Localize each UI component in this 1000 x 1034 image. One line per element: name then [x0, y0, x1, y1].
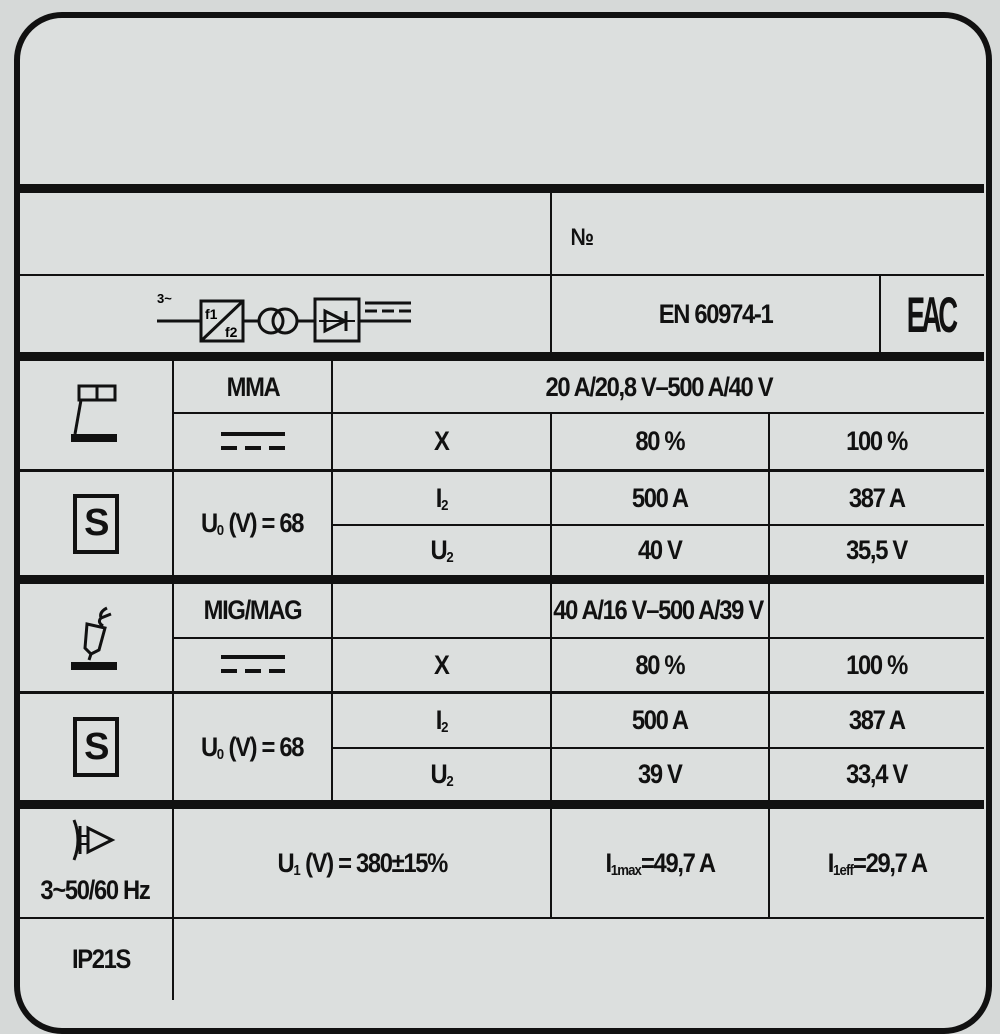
rating-plate: [14, 12, 992, 1034]
supply-frequency: 3~50/60 Hz: [40, 874, 150, 905]
mig-duty-2: 100 %: [846, 649, 909, 680]
protection-rating: IP21S: [71, 944, 131, 974]
inverter-diagram-icon: 3~ f1 f2: [155, 287, 415, 347]
divider: [172, 361, 174, 1000]
divider: [768, 414, 770, 800]
mma-duty-2: 100 %: [846, 426, 909, 456]
mig-voltage-1: 39 V: [638, 759, 683, 789]
divider: [18, 575, 984, 584]
eac-mark: EAC: [906, 286, 958, 343]
svg-text:f1: f1: [205, 306, 218, 322]
mig-range: 40 A/16 V–500 A/39 V: [553, 595, 765, 625]
dc-current-icon: [174, 639, 331, 691]
serial-number-label: №: [570, 223, 595, 251]
divider: [550, 809, 552, 917]
divider: [550, 193, 552, 352]
svg-text:3~: 3~: [157, 291, 172, 306]
dc-current-icon: [174, 414, 331, 469]
divider: [332, 524, 984, 526]
divider: [18, 184, 984, 193]
mig-voltage-2: 33,4 V: [846, 759, 909, 789]
divider: [331, 361, 333, 800]
mma-duty-1: 80 %: [635, 426, 686, 456]
mma-range: 20 A/20,8 V–500 A/40 V: [545, 371, 773, 402]
divider: [879, 276, 881, 352]
divider: [18, 469, 984, 472]
mma-current-1: 500 A: [632, 482, 689, 513]
mma-voltage-1: 40 V: [638, 535, 683, 565]
mma-voltage-label: U2: [430, 535, 453, 566]
effective-input-current: I1eff=29,7 A: [827, 847, 927, 879]
divider: [332, 747, 984, 749]
mig-current-label: I2: [435, 705, 449, 736]
mig-voltage-label: U2: [430, 759, 453, 790]
max-input-current: I1max=49,7 A: [605, 847, 716, 879]
divider: [173, 637, 984, 639]
mma-duty-label: X: [434, 426, 450, 456]
svg-text:f2: f2: [225, 324, 238, 340]
divider: [18, 917, 984, 919]
standard-label: EN 60974-1: [658, 299, 774, 329]
divider: [18, 352, 984, 361]
divider: [18, 800, 984, 809]
safety-s-icon: S: [20, 472, 172, 575]
mig-torch-icon: [20, 584, 172, 691]
mig-process-label: MIG/MAG: [203, 595, 303, 625]
mma-electrode-icon: [20, 362, 172, 469]
mig-duty-1: 80 %: [635, 649, 686, 680]
divider: [768, 809, 770, 917]
mig-open-circuit-voltage: U0 (V) = 68: [201, 731, 305, 763]
mains-plug-icon: [70, 818, 118, 862]
supply-voltage: U1 (V) = 380±15%: [277, 847, 448, 879]
mig-current-1: 500 A: [632, 705, 689, 735]
divider: [550, 414, 552, 800]
mma-current-2: 387 A: [849, 482, 906, 513]
mig-current-2: 387 A: [849, 705, 906, 735]
mma-voltage-2: 35,5 V: [846, 535, 909, 565]
mma-open-circuit-voltage: U0 (V) = 68: [201, 508, 305, 539]
mma-current-label: I2: [435, 482, 449, 514]
safety-s-icon: S: [20, 694, 172, 800]
mma-process-label: MMA: [226, 371, 280, 402]
mig-duty-label: X: [434, 649, 450, 680]
divider: [173, 412, 984, 414]
divider: [18, 274, 984, 276]
divider: [18, 691, 984, 694]
